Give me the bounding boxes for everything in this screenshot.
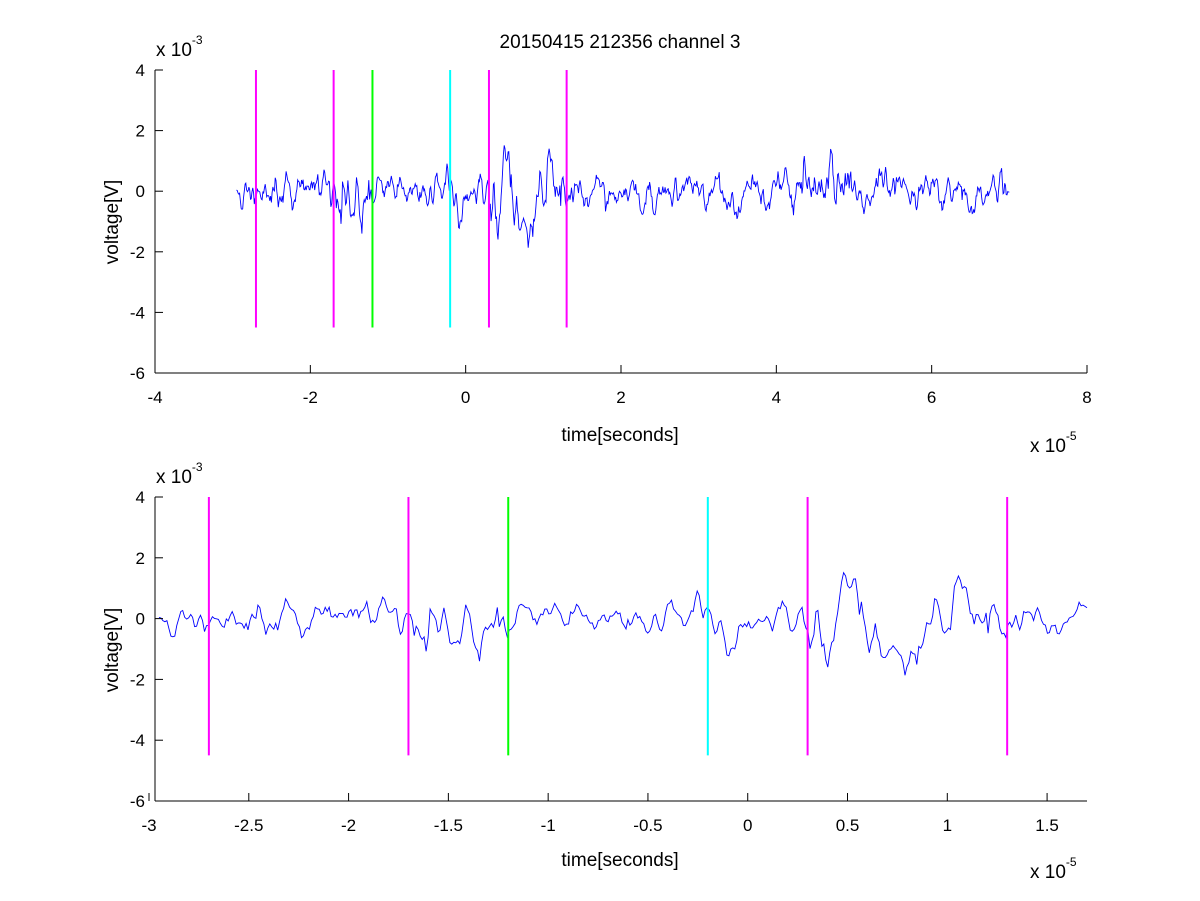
y-tick-label: -2 <box>130 243 145 262</box>
x-tick-label: 4 <box>772 388 781 407</box>
bottom-plot: -3 -2.5 -2 -1.5 -1 -0.5 0 0.5 1 1.5 -6 -4 -2 0 2 4 time… <box>102 460 1088 883</box>
y-exponent-label: x 10-3 <box>156 33 203 61</box>
y-tick-label: 4 <box>136 61 145 80</box>
x-tick-label: 0 <box>461 388 470 407</box>
series-line <box>236 145 1010 248</box>
x-tick-label: 6 <box>927 388 936 407</box>
chart-title: 20150415 212356 channel 3 <box>500 32 741 53</box>
y-tick-label: -2 <box>130 670 145 689</box>
x-tick-label: 8 <box>1082 388 1091 407</box>
y-axis-label: voltage[V] <box>102 180 123 265</box>
x-tick-label: 1.5 <box>1035 816 1059 835</box>
y-exponent-label: x 10-3 <box>156 460 203 488</box>
x-tick-label: -2.5 <box>234 816 263 835</box>
y-tick-label: 2 <box>136 122 145 141</box>
x-tick-label: 0.5 <box>836 816 860 835</box>
x-tick-label: -4 <box>147 388 162 407</box>
y-tick-label: 2 <box>136 549 145 568</box>
x-axis-label: time[seconds] <box>561 850 678 871</box>
x-tick-label: 1 <box>943 816 952 835</box>
x-axis-label: time[seconds] <box>561 425 678 446</box>
x-tick-label: -2 <box>341 816 356 835</box>
x-tick-label: 2 <box>616 388 625 407</box>
y-tick-label: -4 <box>130 303 145 322</box>
y-tick-label: 0 <box>136 610 145 629</box>
y-tick-label: -6 <box>130 792 145 811</box>
x-tick-label: -3 <box>141 816 156 835</box>
series-line <box>158 571 1088 676</box>
y-tick-label: 4 <box>136 488 145 507</box>
x-tick-label: -0.5 <box>633 816 662 835</box>
x-exponent-label: x 10-5 <box>1030 855 1077 883</box>
y-tick-label: -4 <box>130 731 145 750</box>
y-tick-label: 0 <box>136 182 145 201</box>
y-tick-label: -6 <box>130 364 145 383</box>
x-tick-label: -2 <box>303 388 318 407</box>
x-tick-label: -1.5 <box>434 816 463 835</box>
x-tick-label: 0 <box>743 816 752 835</box>
y-axis-label: voltage[V] <box>102 608 123 693</box>
x-exponent-label: x 10-5 <box>1030 429 1077 457</box>
x-tick-label: -1 <box>541 816 556 835</box>
